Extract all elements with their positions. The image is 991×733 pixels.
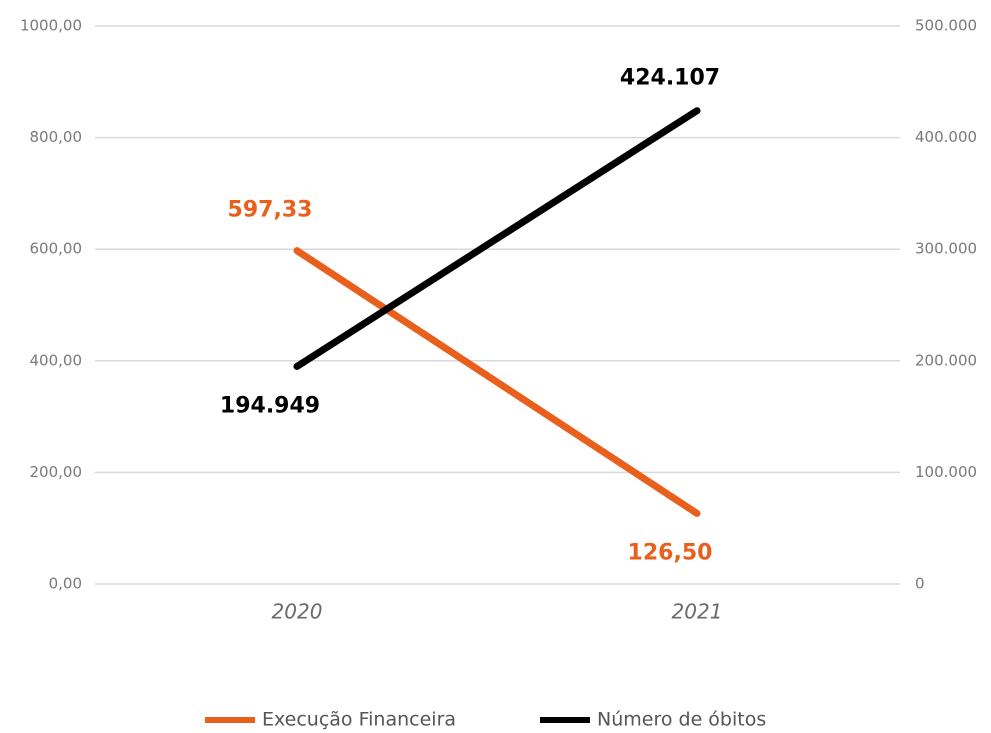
y-tick-label: 600,00	[30, 240, 83, 258]
y2-tick-label: 500.000	[915, 17, 977, 35]
line	[293, 107, 701, 370]
y-tick-label: 800,00	[30, 128, 83, 146]
legend-label: Número de óbitos	[597, 709, 766, 731]
line	[293, 247, 701, 517]
y-tick-label: 400,00	[30, 351, 83, 369]
x-tick-label: 2021	[672, 600, 723, 624]
x-tick-label: 2020	[272, 600, 323, 624]
y-tick-label: 200,00	[30, 463, 83, 481]
y2-tick-label: 200.000	[915, 351, 977, 369]
value-label: 597,33	[228, 198, 313, 223]
value-label: 126,50	[628, 540, 713, 565]
y2-tick-label: 100.000	[915, 463, 977, 481]
y2-tick-label: 0	[915, 575, 925, 593]
y2-tick-label: 300.000	[915, 240, 977, 258]
value-label: 424.107	[620, 66, 720, 91]
y-tick-label: 0,00	[49, 575, 82, 593]
value-label: 194.949	[220, 393, 320, 418]
y2-tick-label: 400.000	[915, 128, 977, 146]
y-tick-label: 1000,00	[20, 17, 82, 35]
legend-label: Execução Financeira	[262, 709, 456, 731]
